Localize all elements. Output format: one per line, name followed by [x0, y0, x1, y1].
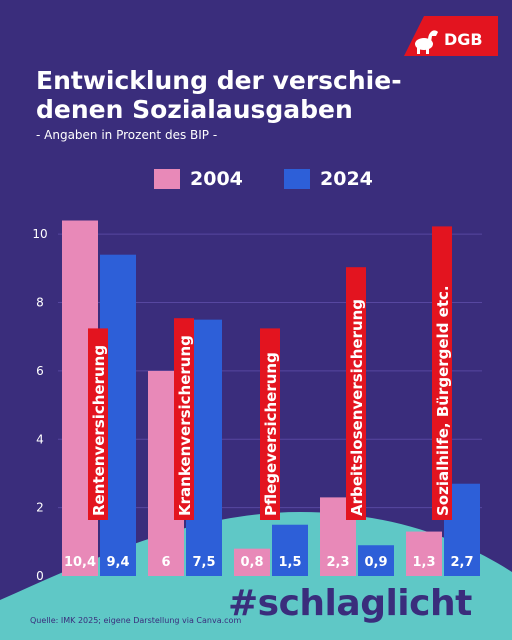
legend-item-2004: 2004	[154, 166, 243, 192]
category-label-text: Arbeitslosenversicherung	[348, 299, 366, 516]
category-label-bg	[346, 267, 366, 520]
value-label: 0,9	[364, 555, 387, 570]
legend-label-2024: 2024	[320, 168, 373, 190]
y-tick-label: 4	[36, 432, 44, 446]
bar-2024	[358, 545, 394, 576]
y-tick-label: 0	[36, 569, 44, 583]
hashtag: #schlaglicht	[228, 583, 472, 624]
legend-swatch-2024	[284, 169, 310, 189]
legend-label-2004: 2004	[190, 168, 243, 190]
y-tick-label: 6	[36, 364, 44, 378]
title-line-1: Entwicklung der verschie-	[36, 66, 402, 95]
bar-2004	[234, 548, 270, 576]
category-label-bg	[432, 226, 452, 520]
y-tick-label: 2	[36, 501, 44, 515]
category-label: Pflegeversicherung	[260, 328, 280, 520]
bar-2004	[406, 531, 442, 576]
value-label: 0,8	[240, 555, 263, 570]
value-label: 2,3	[326, 555, 349, 570]
category-label-bg	[88, 328, 108, 520]
value-label: 9,4	[106, 555, 129, 570]
subtitle: - Angaben in Prozent des BIP -	[36, 128, 218, 142]
bar-2024	[272, 524, 308, 576]
category-label: Sozialhilfe, Bürgergeld etc.	[432, 226, 452, 520]
logo-text: DGB	[444, 30, 483, 49]
value-label: 2,7	[450, 555, 473, 570]
horse-icon	[415, 30, 438, 54]
value-label: 7,5	[192, 555, 215, 570]
dgb-logo: DGB	[404, 16, 498, 56]
legend-item-2024: 2024	[284, 166, 373, 192]
category-label: Arbeitslosenversicherung	[346, 267, 366, 520]
category-label-text: Sozialhilfe, Bürgergeld etc.	[434, 285, 452, 516]
value-label: 1,3	[412, 555, 435, 570]
category-labels: Rentenversicherung Krankenversicherung Pfl…	[88, 226, 452, 520]
category-label: Krankenversicherung	[174, 318, 194, 520]
y-axis-ticks: 0 2 4 6 8 10	[32, 227, 47, 583]
category-label-text: Rentenversicherung	[90, 345, 108, 516]
category-label-text: Pflegeversicherung	[262, 352, 280, 516]
category-label-bg	[174, 318, 194, 520]
y-tick-label: 8	[36, 296, 44, 310]
value-label: 1,5	[278, 555, 301, 570]
source-note: Quelle: IMK 2025; eigene Darstellung via…	[30, 616, 242, 625]
category-label-bg	[260, 328, 280, 520]
value-label: 6	[161, 555, 170, 570]
title-line-2: denen Sozialausgaben	[36, 95, 353, 124]
page-title: Entwicklung der verschie- denen Sozialau…	[36, 66, 456, 124]
category-label: Rentenversicherung	[88, 328, 108, 520]
category-label-text: Krankenversicherung	[176, 335, 194, 516]
value-label: 10,4	[64, 555, 96, 570]
value-labels: 10,4 9,4 6 7,5 0,8 1,5 2,3 0,9 1,3 2,7	[64, 555, 474, 570]
legend-swatch-2004	[154, 169, 180, 189]
y-tick-label: 10	[32, 227, 47, 241]
